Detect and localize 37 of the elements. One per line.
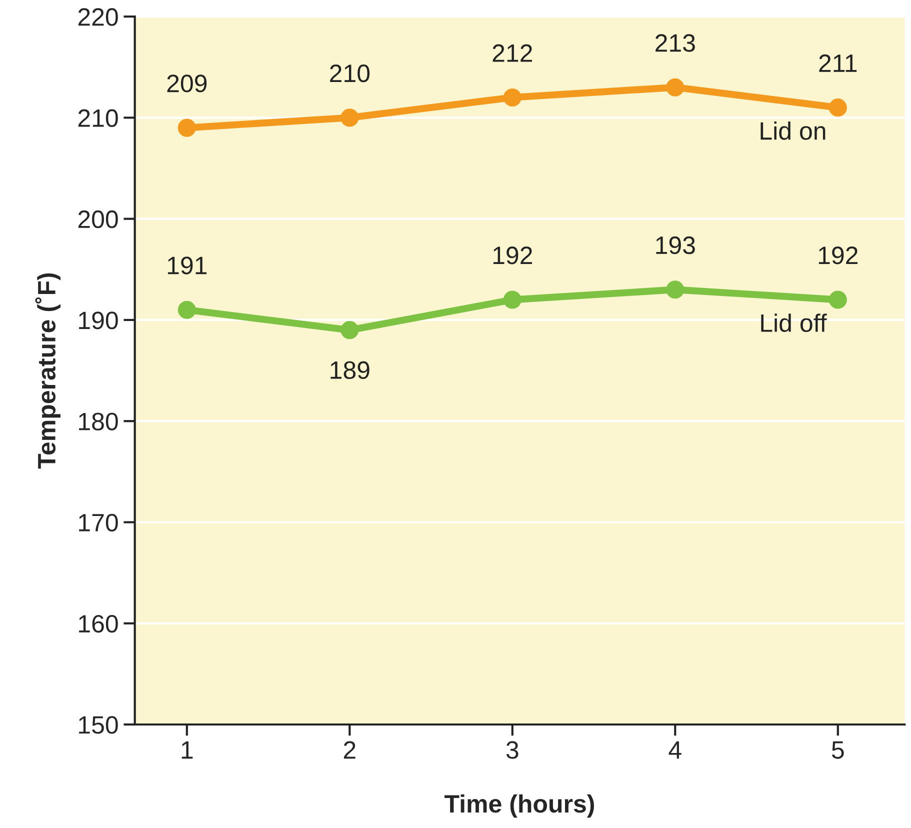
data-label: 210 <box>330 64 370 82</box>
y-tick-label: 170 <box>79 514 118 532</box>
point <box>666 280 684 299</box>
point <box>503 88 522 106</box>
point <box>340 321 359 340</box>
series-label: Lid on <box>760 121 826 140</box>
x-axis-title: Time (hours) <box>444 794 594 818</box>
y-tick-label: 210 <box>78 109 118 127</box>
data-label: 213 <box>656 34 695 52</box>
y-axis-title: Temperature (˚F) <box>35 273 60 469</box>
data-label: 192 <box>818 246 858 264</box>
point <box>828 98 847 117</box>
point <box>503 290 522 309</box>
series-label: Lid off <box>761 314 827 332</box>
point <box>340 108 359 127</box>
x-tick-label: 1 <box>182 741 193 759</box>
data-label: 193 <box>656 236 695 254</box>
point <box>178 300 196 319</box>
x-tick-label: 2 <box>344 741 356 759</box>
point <box>666 78 684 96</box>
data-label: 191 <box>168 256 207 274</box>
x-tick-label: 5 <box>832 741 844 759</box>
y-tick-label: 220 <box>78 8 118 26</box>
y-tick-label: 190 <box>79 312 118 330</box>
y-tick-label: 150 <box>79 716 118 734</box>
data-label: 209 <box>167 74 207 92</box>
data-label: 189 <box>330 361 370 379</box>
y-tick-label: 180 <box>79 412 118 430</box>
x-tick-label: 4 <box>668 741 682 759</box>
x-tick-label: 3 <box>506 741 518 759</box>
point <box>828 290 847 309</box>
data-label: 211 <box>819 54 857 72</box>
y-tick-label: 160 <box>79 614 118 633</box>
y-tick-label: 200 <box>78 210 118 228</box>
point <box>178 118 196 137</box>
data-label: 192 <box>493 246 532 264</box>
data-label: 212 <box>492 44 532 62</box>
